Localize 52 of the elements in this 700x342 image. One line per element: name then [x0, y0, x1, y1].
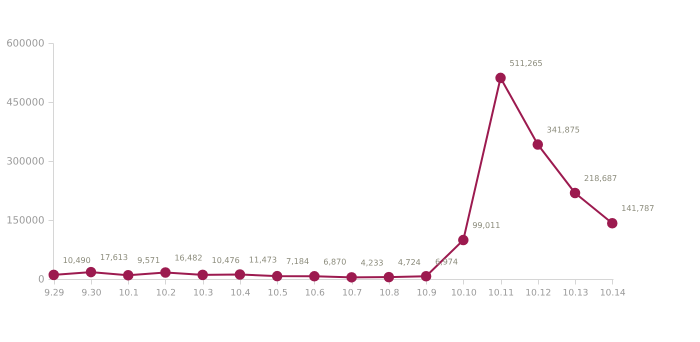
point — [384, 272, 394, 282]
x-tick-label: 10.12 — [525, 288, 552, 298]
y-tick-label: 450000 — [6, 98, 44, 108]
data-label: 218,687 — [584, 174, 618, 183]
point — [309, 271, 320, 282]
x-tick-label: 10.3 — [193, 288, 214, 298]
point — [234, 269, 246, 280]
point — [160, 267, 171, 278]
y-tick-label: 150000 — [6, 216, 44, 226]
x-tick-label: 10.5 — [268, 288, 288, 298]
point — [420, 271, 432, 282]
x-tick-label: 10.4 — [230, 288, 251, 298]
point — [86, 266, 96, 278]
y-tick-label: 0 — [38, 274, 44, 286]
x-tick-label: 10.10 — [450, 288, 477, 298]
x-tick-label: 10.14 — [600, 288, 626, 298]
point — [48, 270, 59, 280]
x-tick-label: 9.29 — [44, 288, 65, 298]
data-label: 16,482 — [174, 254, 202, 263]
point — [570, 188, 580, 198]
point — [607, 218, 618, 228]
data-label: 10,490 — [62, 256, 91, 265]
y-tick-label: 600000 — [6, 38, 44, 50]
point — [197, 270, 208, 280]
point — [458, 234, 469, 246]
x-tick-label: 10.2 — [156, 288, 176, 298]
data-label: 511,265 — [510, 58, 543, 68]
data-label: 10,476 — [212, 256, 240, 265]
point — [495, 72, 506, 84]
data-label: 341,875 — [546, 126, 580, 135]
point — [272, 270, 282, 282]
data-label: 11,473 — [248, 255, 277, 264]
x-tick-label: 10.1 — [118, 288, 139, 298]
data-label: 4,724 — [398, 258, 421, 268]
point — [122, 270, 134, 280]
x-tick-label: 10.9 — [416, 288, 437, 298]
point — [532, 139, 544, 150]
data-label: 141,787 — [621, 204, 654, 214]
data-label: 99,011 — [472, 221, 500, 230]
x-tick-label: 10.13 — [562, 288, 588, 298]
x-tick-label: 10.6 — [304, 288, 326, 298]
data-label: 17,613 — [100, 253, 128, 262]
point — [346, 272, 357, 283]
x-tick-label: 10.11 — [488, 288, 514, 298]
data-label: 4,233 — [360, 258, 384, 268]
data-label: 6,870 — [323, 257, 346, 266]
x-tick-label: 10.8 — [379, 288, 400, 298]
x-tick-label: 10.7 — [342, 288, 362, 298]
data-label: 9,571 — [137, 256, 160, 266]
x-tick-label: 9.30 — [81, 288, 102, 298]
y-tick-label: 300000 — [6, 156, 44, 168]
data-label: 7,184 — [286, 257, 310, 266]
